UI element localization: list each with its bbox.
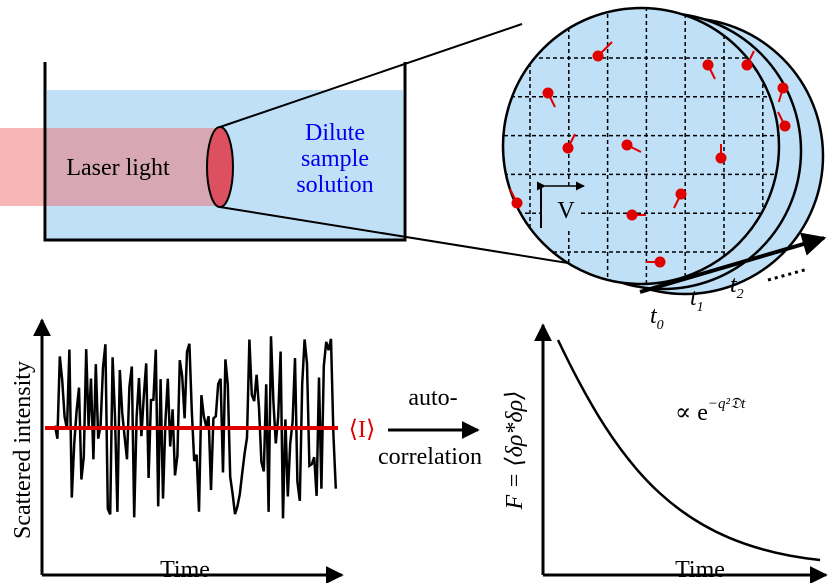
y-axis-label: F = ⟨δρ*δρ⟩ bbox=[502, 391, 528, 511]
laser-beam bbox=[0, 128, 220, 206]
particle bbox=[621, 139, 633, 151]
particle bbox=[702, 59, 714, 71]
frame-circle bbox=[501, 6, 781, 286]
particle bbox=[626, 209, 638, 221]
particle bbox=[741, 59, 753, 71]
decay-curve bbox=[556, 339, 821, 562]
particle bbox=[675, 188, 687, 200]
particle bbox=[777, 82, 789, 94]
particle bbox=[592, 50, 604, 62]
time-subscript: 2 bbox=[737, 287, 744, 302]
time-subscript: 1 bbox=[697, 300, 704, 315]
intensity-signal bbox=[53, 336, 338, 519]
sample-label: sample bbox=[301, 146, 369, 172]
formula-base: ∝ e bbox=[675, 400, 708, 426]
x-axis-label: Time bbox=[160, 557, 210, 583]
particles bbox=[509, 41, 791, 268]
mean-label: ⟨I⟩ bbox=[349, 417, 376, 443]
x-axis-label: Time bbox=[675, 557, 725, 583]
time-symbol: t bbox=[690, 285, 698, 311]
v-box bbox=[541, 186, 581, 228]
particle bbox=[779, 120, 791, 132]
particle bbox=[654, 256, 666, 268]
time-symbol: t bbox=[730, 272, 738, 298]
formula: ∝ e−q²𝔇t bbox=[675, 396, 746, 426]
arrow-label: auto- bbox=[408, 385, 457, 411]
time-label: t1 bbox=[690, 285, 704, 315]
sample-label: Dilute bbox=[305, 120, 365, 146]
zoom-line bbox=[219, 23, 523, 128]
arrow-label: correlation bbox=[378, 444, 482, 470]
laser-label: Laser light bbox=[66, 155, 170, 181]
time-label: t2 bbox=[730, 272, 744, 302]
particle bbox=[562, 142, 574, 154]
time-arrow bbox=[639, 232, 827, 294]
formula-exponent: −q²𝔇t bbox=[708, 396, 746, 412]
beaker bbox=[43, 62, 407, 242]
particle bbox=[511, 197, 523, 209]
time-subscript: 0 bbox=[657, 318, 664, 333]
volume-label: V bbox=[557, 198, 575, 224]
ellipsis bbox=[767, 267, 809, 282]
particle bbox=[542, 87, 554, 99]
sample-label: solution bbox=[296, 172, 373, 198]
y-axis-label: Scattered intensity bbox=[10, 361, 36, 539]
time-label: t0 bbox=[650, 303, 664, 333]
particle bbox=[715, 152, 727, 164]
time-symbol: t bbox=[650, 303, 658, 329]
scattering-volume bbox=[206, 126, 234, 208]
